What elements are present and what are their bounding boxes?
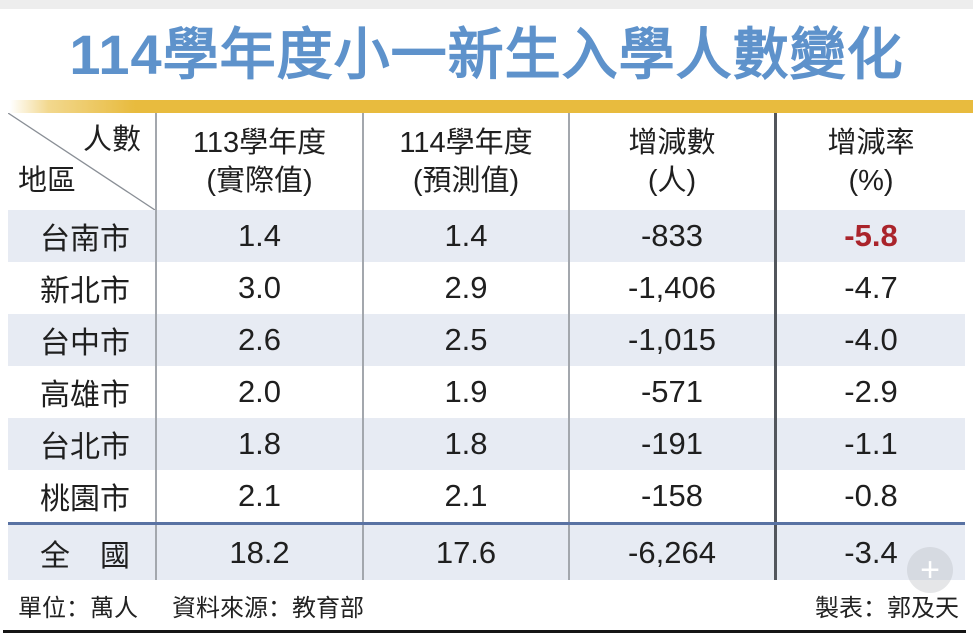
value-113-cell: 1.8 [157, 418, 364, 470]
value-114-cell: 2.5 [364, 314, 570, 366]
value-114-cell: 2.9 [364, 262, 570, 314]
value-114-cell: 1.8 [364, 418, 570, 470]
diff-cell: -833 [570, 210, 777, 262]
table-row-national-total: 全 國 18.2 17.6 -6,264 -3.4 [8, 522, 965, 580]
rate-cell-highlighted: -5.8 [844, 218, 898, 253]
region-cell: 高雄市 [8, 366, 157, 418]
value-114-cell: 17.6 [364, 525, 570, 580]
corner-header-cell: 人數 地區 [8, 113, 157, 210]
rate-cell: -1.1 [844, 426, 898, 461]
diff-cell: -1,015 [570, 314, 777, 366]
footer-left: 單位：萬人 資料來源：教育部 [18, 588, 398, 623]
rate-cell: -4.0 [844, 322, 898, 357]
rate-cell: -3.4 [844, 534, 898, 570]
column-header-rate: 增減率 (%) [777, 113, 965, 210]
table-row-taipei: 台北市 1.8 1.8 -191 -1.1 [8, 418, 965, 470]
value-114-cell: 1.4 [364, 210, 570, 262]
column-header-line1: 113學年度 [192, 126, 327, 159]
credit-note: 製表：郭及天 [815, 595, 959, 622]
column-header-line1: 114學年度 [399, 126, 533, 159]
column-header-line2: (%) [848, 164, 894, 197]
diff-cell: -191 [570, 418, 777, 470]
column-header-line1: 增減率 [827, 126, 915, 159]
column-header-diff: 增減數 (人) [570, 113, 777, 210]
table-header-row: 人數 地區 113學年度 (實際值) 114學年度 (預測值) 增減數 (人) … [8, 113, 965, 210]
column-header-line2: (人) [647, 164, 697, 197]
rate-cell: -4.7 [844, 270, 898, 305]
diff-cell: -1,406 [570, 262, 777, 314]
table-row-taoyuan: 桃園市 2.1 2.1 -158 -0.8 [8, 470, 965, 522]
value-113-cell: 3.0 [157, 262, 364, 314]
plus-icon: + [920, 551, 940, 589]
value-114-cell: 1.9 [364, 366, 570, 418]
value-113-cell: 2.1 [157, 470, 364, 522]
column-header-line2: (實際值) [206, 164, 313, 197]
top-strip [0, 0, 973, 9]
region-cell: 桃園市 [8, 470, 157, 522]
value-113-cell: 2.6 [157, 314, 364, 366]
diff-cell: -6,264 [570, 525, 777, 580]
enrollment-table: 人數 地區 113學年度 (實際值) 114學年度 (預測值) 增減數 (人) … [8, 113, 965, 580]
page-title: 114學年度小一新生入學人數變化 [69, 23, 904, 86]
region-cell: 台中市 [8, 314, 157, 366]
table-row-newtaipei: 新北市 3.0 2.9 -1,406 -4.7 [8, 262, 965, 314]
bottom-rule [3, 630, 966, 633]
corner-label-bottom-left: 地區 [18, 165, 77, 197]
diagonal-divider-line [8, 113, 155, 210]
diff-cell: -158 [570, 470, 777, 522]
rate-cell: -2.9 [844, 374, 898, 409]
value-114-cell: 2.1 [364, 470, 570, 522]
table-row-kaohsiung: 高雄市 2.0 1.9 -571 -2.9 [8, 366, 965, 418]
footer: 單位：萬人 資料來源：教育部 製表：郭及天 [0, 581, 973, 630]
column-header-113: 113學年度 (實際值) [157, 113, 364, 210]
value-113-cell: 18.2 [157, 525, 364, 580]
table-row-tainan: 台南市 1.4 1.4 -833 -5.8 [8, 210, 965, 262]
table-row-taichung: 台中市 2.6 2.5 -1,015 -4.0 [8, 314, 965, 366]
column-header-line1: 增減數 [628, 126, 716, 159]
column-header-114: 114學年度 (預測值) [364, 113, 570, 210]
value-113-cell: 1.4 [157, 210, 364, 262]
region-cell: 台北市 [8, 418, 157, 470]
source-note: 資料來源：教育部 [172, 595, 364, 622]
column-header-line2: (預測值) [412, 164, 520, 197]
corner-label-top-right: 人數 [82, 124, 141, 156]
zoom-plus-button[interactable]: + [907, 547, 953, 593]
unit-note: 單位：萬人 [18, 595, 138, 622]
value-113-cell: 2.0 [157, 366, 364, 418]
diff-cell: -571 [570, 366, 777, 418]
rate-cell: -0.8 [844, 478, 898, 513]
title-underline-bar [10, 100, 973, 113]
region-cell: 全 國 [8, 525, 157, 580]
region-cell: 台南市 [8, 210, 157, 262]
region-cell: 新北市 [8, 262, 157, 314]
